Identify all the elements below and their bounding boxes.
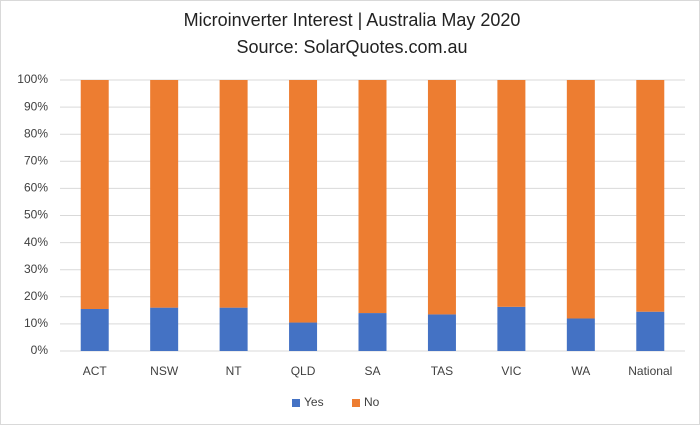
y-tick-label: 30% <box>24 262 48 276</box>
x-tick-label: NT <box>226 364 243 378</box>
bar-segment <box>636 311 665 351</box>
x-tick-label: SA <box>364 364 380 378</box>
x-tick-label: National <box>628 364 672 378</box>
y-tick-label: 80% <box>24 126 48 140</box>
y-tick-label: 70% <box>24 153 48 167</box>
y-tick-label: 100% <box>17 72 48 86</box>
bar-segment <box>289 80 318 323</box>
x-tick-label: WA <box>571 364 590 378</box>
y-tick-label: 90% <box>24 99 48 113</box>
bar-segment <box>80 308 109 351</box>
legend-swatch <box>352 399 360 407</box>
bar-segment <box>150 307 179 351</box>
bar-segment <box>289 322 318 351</box>
chart-title: Microinverter Interest | Australia May 2… <box>184 10 521 30</box>
bar-segment <box>497 80 526 307</box>
chart-subtitle: Source: SolarQuotes.com.au <box>236 37 467 57</box>
legend-swatch <box>292 399 300 407</box>
y-tick-label: 50% <box>24 208 48 222</box>
y-tick-label: 20% <box>24 289 48 303</box>
bar-segment <box>636 80 665 312</box>
bar-segment <box>150 80 179 308</box>
legend-label: No <box>364 395 380 409</box>
x-tick-label: TAS <box>431 364 453 378</box>
x-tick-label: ACT <box>83 364 108 378</box>
bar-segment <box>566 318 595 351</box>
x-tick-label: NSW <box>150 364 179 378</box>
x-tick-label: VIC <box>501 364 521 378</box>
bar-segment <box>427 314 456 351</box>
bar-segment <box>358 80 387 314</box>
y-tick-label: 10% <box>24 316 48 330</box>
bar-segment <box>80 80 109 309</box>
y-tick-label: 40% <box>24 235 48 249</box>
y-tick-label: 60% <box>24 181 48 195</box>
x-tick-label: QLD <box>291 364 316 378</box>
bar-segment <box>427 80 456 315</box>
bar-segment <box>497 306 526 351</box>
bar-segment <box>219 307 248 351</box>
bar-segment <box>358 313 387 351</box>
bar-segment <box>566 80 595 319</box>
bar-segment <box>219 80 248 308</box>
y-tick-label: 0% <box>31 343 49 357</box>
legend-label: Yes <box>304 395 324 409</box>
